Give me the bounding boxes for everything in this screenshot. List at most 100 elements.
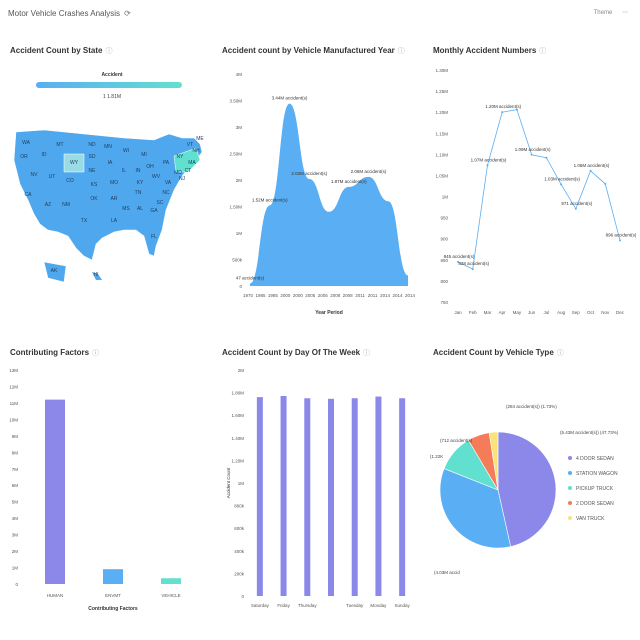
year-area-series[interactable] [250, 103, 408, 287]
state-label: VT [187, 142, 193, 148]
state-label: FL [151, 234, 157, 240]
info-icon[interactable]: ⓘ [397, 48, 405, 55]
pie-data-label: (284 accident(s)) (1.73%) [506, 404, 557, 409]
line-point[interactable] [486, 164, 489, 167]
state-label: NM [62, 202, 70, 208]
legend-entry[interactable]: 2 DOOR SEDAN [576, 501, 614, 507]
state-label: MN [104, 144, 112, 150]
line-point[interactable] [515, 108, 518, 111]
bar-day[interactable] [351, 398, 358, 596]
data-label: 1.03M accident(s) [544, 176, 580, 181]
bar-day[interactable] [280, 395, 287, 596]
state-label: MI [141, 152, 147, 158]
bar-day[interactable] [256, 397, 263, 596]
header-actions: Theme ⋯ [586, 9, 628, 16]
y-tick-label: 3M [236, 125, 243, 130]
more-button[interactable]: ⋯ [622, 10, 628, 16]
state-label: WV [152, 174, 161, 180]
state-label: LA [111, 218, 118, 224]
bar-human[interactable] [45, 399, 65, 584]
y-tick-label: 600k [234, 526, 245, 531]
info-icon[interactable]: ⓘ [556, 350, 564, 357]
monthly-line-series[interactable] [457, 109, 621, 270]
panel-title-state-map: Accident Count by State ⓘ [10, 46, 113, 55]
state-label: ID [42, 152, 47, 158]
bar-day[interactable] [304, 398, 311, 596]
state-label: NV [31, 172, 39, 178]
x-tick-label: Oct [587, 310, 595, 315]
theme-button[interactable]: Theme [593, 10, 613, 16]
refresh-icon[interactable]: ⟳ [124, 9, 131, 18]
line-point[interactable] [589, 169, 592, 172]
info-icon[interactable]: ⓘ [105, 48, 113, 55]
x-tick-label: Sep [572, 310, 581, 315]
line-point[interactable] [619, 239, 621, 242]
x-axis-label: Contributing Factors [88, 606, 138, 612]
line-point[interactable] [457, 260, 459, 263]
x-tick-label: ENVMT [105, 593, 121, 598]
state-label: OH [146, 164, 154, 170]
state-highlight-wy [63, 153, 85, 173]
year-area-chart: 0 500k 1M 1.50M 2M 2.50M 3M 3.50M 4M 47 accident(… [229, 72, 415, 316]
x-tick-label: Thursday [298, 603, 318, 608]
line-point[interactable] [545, 156, 548, 159]
y-tick-label: 0 [239, 284, 242, 289]
x-tick-label: Nov [601, 310, 610, 315]
x-tick-label: 2008 [330, 293, 341, 298]
line-point[interactable] [501, 111, 504, 114]
data-label: 2.02M accident(s) [291, 171, 327, 176]
x-tick-label: Jan [454, 310, 462, 315]
y-tick-label: 8M [12, 450, 19, 455]
state-label: NY [177, 154, 185, 160]
y-tick-label: 400k [234, 549, 245, 554]
y-tick-label: 4M [236, 72, 243, 77]
x-tick-label: 2005 [305, 293, 316, 298]
y-tick-label: 9M [12, 434, 19, 439]
y-tick-label: 900 [440, 237, 448, 242]
x-tick-label: 2011 [355, 293, 365, 298]
state-label: MS [122, 206, 130, 212]
info-icon[interactable]: ⓘ [363, 350, 371, 357]
line-point[interactable] [560, 183, 563, 186]
line-point[interactable] [530, 153, 533, 156]
legend-entry[interactable]: VAN TRUCK [576, 516, 605, 522]
bar-vehicle[interactable] [161, 578, 181, 584]
legend-entry[interactable]: STATION WAGON [576, 471, 618, 477]
info-icon[interactable]: ⓘ [92, 350, 100, 357]
x-tick-label: 1970 [243, 293, 254, 298]
bar-envmt[interactable] [103, 569, 123, 584]
line-point[interactable] [574, 207, 577, 210]
state-label: OR [20, 154, 28, 160]
bar-day[interactable] [328, 398, 334, 596]
x-tick-label: VEHICLE [161, 593, 180, 598]
info-icon[interactable]: ⓘ [539, 48, 547, 55]
legend-swatch [568, 516, 572, 520]
hawaii-shape [92, 272, 102, 280]
state-label: AZ [45, 202, 51, 208]
legend-entry[interactable]: PICKUP TRUCK [576, 486, 614, 492]
pie-slice-4-door-sedan[interactable] [497, 431, 557, 547]
x-tick-label: Monday [370, 603, 387, 608]
data-label: 47 accident(s) [236, 276, 265, 281]
y-tick-label: 1M [442, 195, 449, 200]
factors-bar-chart: 0 1M 2M 3M 4M 5M 6M 7M 8M 9M 10M 11M 12M 13M HUMAN ENVM… [9, 368, 181, 612]
bar-day[interactable] [399, 398, 406, 596]
line-point[interactable] [471, 268, 474, 271]
line-point[interactable] [604, 182, 607, 185]
data-label: 1.87M accident(s) [331, 179, 367, 184]
legend-entry[interactable]: 4 DOOR SEDAN [576, 456, 614, 462]
x-tick-label: Saturday [251, 603, 270, 608]
data-label: 971 accident(s) [561, 201, 592, 206]
state-label: OK [90, 196, 98, 202]
y-tick-label: 850 [440, 258, 448, 263]
data-label: 1.07M accident(s) [471, 157, 507, 162]
pie-slice-van-truck[interactable] [488, 431, 499, 491]
state-label: PA [163, 160, 170, 166]
y-tick-label: 2.50M [229, 152, 242, 157]
x-tick-label: Jul [543, 310, 549, 315]
state-label: TN [135, 190, 142, 196]
y-tick-label: 1.50M [229, 205, 242, 210]
pie-slice-station-wagon[interactable] [439, 468, 511, 549]
bar-day[interactable] [375, 396, 382, 596]
